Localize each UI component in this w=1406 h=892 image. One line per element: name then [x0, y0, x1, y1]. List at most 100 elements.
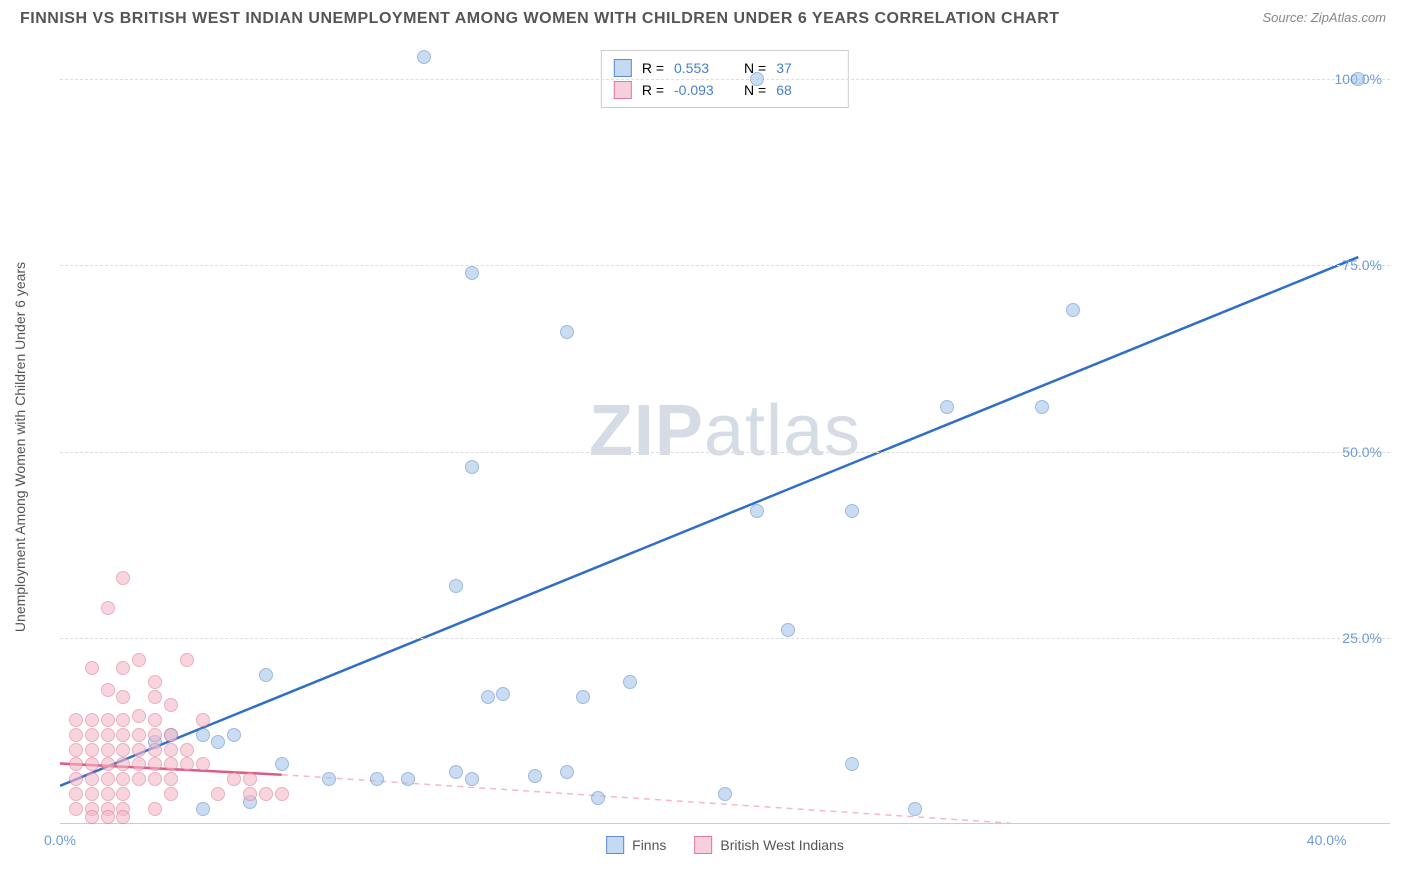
legend-row: R =0.553N =37: [614, 57, 836, 79]
data-point: [750, 72, 764, 86]
y-axis-label: Unemployment Among Women with Children U…: [12, 262, 28, 632]
data-point: [845, 757, 859, 771]
data-point: [417, 50, 431, 64]
data-point: [85, 661, 99, 675]
legend-n-value: 68: [776, 82, 836, 98]
data-point: [132, 709, 146, 723]
y-tick-label: 25.0%: [1342, 630, 1382, 646]
data-point: [449, 765, 463, 779]
data-point: [116, 571, 130, 585]
data-point: [164, 698, 178, 712]
chart-header: FINNISH VS BRITISH WEST INDIAN UNEMPLOYM…: [0, 0, 1406, 28]
data-point: [164, 728, 178, 742]
legend-row: R =-0.093N =68: [614, 79, 836, 101]
data-point: [85, 728, 99, 742]
data-point: [116, 728, 130, 742]
data-point: [164, 757, 178, 771]
data-point: [132, 653, 146, 667]
plot-region: ZIPatlas R =0.553N =37R =-0.093N =68 Fin…: [60, 42, 1390, 852]
chart-source: Source: ZipAtlas.com: [1262, 10, 1386, 25]
data-point: [259, 787, 273, 801]
data-point: [101, 601, 115, 615]
data-point: [623, 675, 637, 689]
data-point: [101, 810, 115, 824]
legend-n-value: 37: [776, 60, 836, 76]
legend-series-label: British West Indians: [720, 837, 843, 853]
data-point: [85, 757, 99, 771]
data-point: [845, 504, 859, 518]
data-point: [196, 757, 210, 771]
data-point: [196, 728, 210, 742]
legend-swatch-icon: [614, 59, 632, 77]
legend-item: British West Indians: [694, 836, 843, 854]
data-point: [370, 772, 384, 786]
data-point: [148, 772, 162, 786]
y-tick-label: 50.0%: [1342, 444, 1382, 460]
gridline: [60, 452, 1390, 453]
data-point: [180, 653, 194, 667]
x-tick-label: 0.0%: [44, 832, 76, 848]
data-point: [465, 772, 479, 786]
data-point: [101, 713, 115, 727]
data-point: [940, 400, 954, 414]
data-point: [322, 772, 336, 786]
data-point: [591, 791, 605, 805]
y-tick-label: 75.0%: [1342, 257, 1382, 273]
watermark-bold: ZIP: [589, 391, 704, 471]
data-point: [116, 787, 130, 801]
legend-r-label: R =: [642, 82, 664, 98]
data-point: [101, 728, 115, 742]
data-point: [164, 787, 178, 801]
data-point: [496, 687, 510, 701]
data-point: [180, 757, 194, 771]
legend-r-value: -0.093: [674, 82, 734, 98]
legend-swatch-icon: [694, 836, 712, 854]
data-point: [401, 772, 415, 786]
data-point: [148, 802, 162, 816]
data-point: [211, 735, 225, 749]
data-point: [560, 325, 574, 339]
data-point: [85, 743, 99, 757]
data-point: [116, 810, 130, 824]
data-point: [148, 757, 162, 771]
series-legend: Finns British West Indians: [606, 836, 844, 854]
data-point: [465, 266, 479, 280]
legend-series-label: Finns: [632, 837, 666, 853]
x-tick-label: 40.0%: [1307, 832, 1347, 848]
data-point: [116, 713, 130, 727]
data-point: [148, 743, 162, 757]
data-point: [101, 743, 115, 757]
data-point: [69, 757, 83, 771]
data-point: [164, 772, 178, 786]
data-point: [1035, 400, 1049, 414]
chart-area: Unemployment Among Women with Children U…: [60, 42, 1390, 852]
legend-r-value: 0.553: [674, 60, 734, 76]
data-point: [148, 713, 162, 727]
data-point: [116, 757, 130, 771]
data-point: [69, 728, 83, 742]
data-point: [85, 810, 99, 824]
data-point: [1066, 303, 1080, 317]
data-point: [132, 743, 146, 757]
data-point: [259, 668, 273, 682]
data-point: [116, 772, 130, 786]
data-point: [116, 690, 130, 704]
data-point: [750, 504, 764, 518]
data-point: [132, 728, 146, 742]
watermark-rest: atlas: [704, 391, 861, 471]
data-point: [908, 802, 922, 816]
data-point: [227, 772, 241, 786]
data-point: [69, 787, 83, 801]
data-point: [718, 787, 732, 801]
watermark: ZIPatlas: [589, 390, 861, 472]
data-point: [101, 787, 115, 801]
data-point: [180, 743, 194, 757]
trend-lines: [60, 42, 1390, 852]
legend-swatch-icon: [606, 836, 624, 854]
data-point: [85, 772, 99, 786]
data-point: [132, 757, 146, 771]
data-point: [560, 765, 574, 779]
x-axis-line: [60, 823, 1390, 824]
data-point: [227, 728, 241, 742]
data-point: [148, 690, 162, 704]
